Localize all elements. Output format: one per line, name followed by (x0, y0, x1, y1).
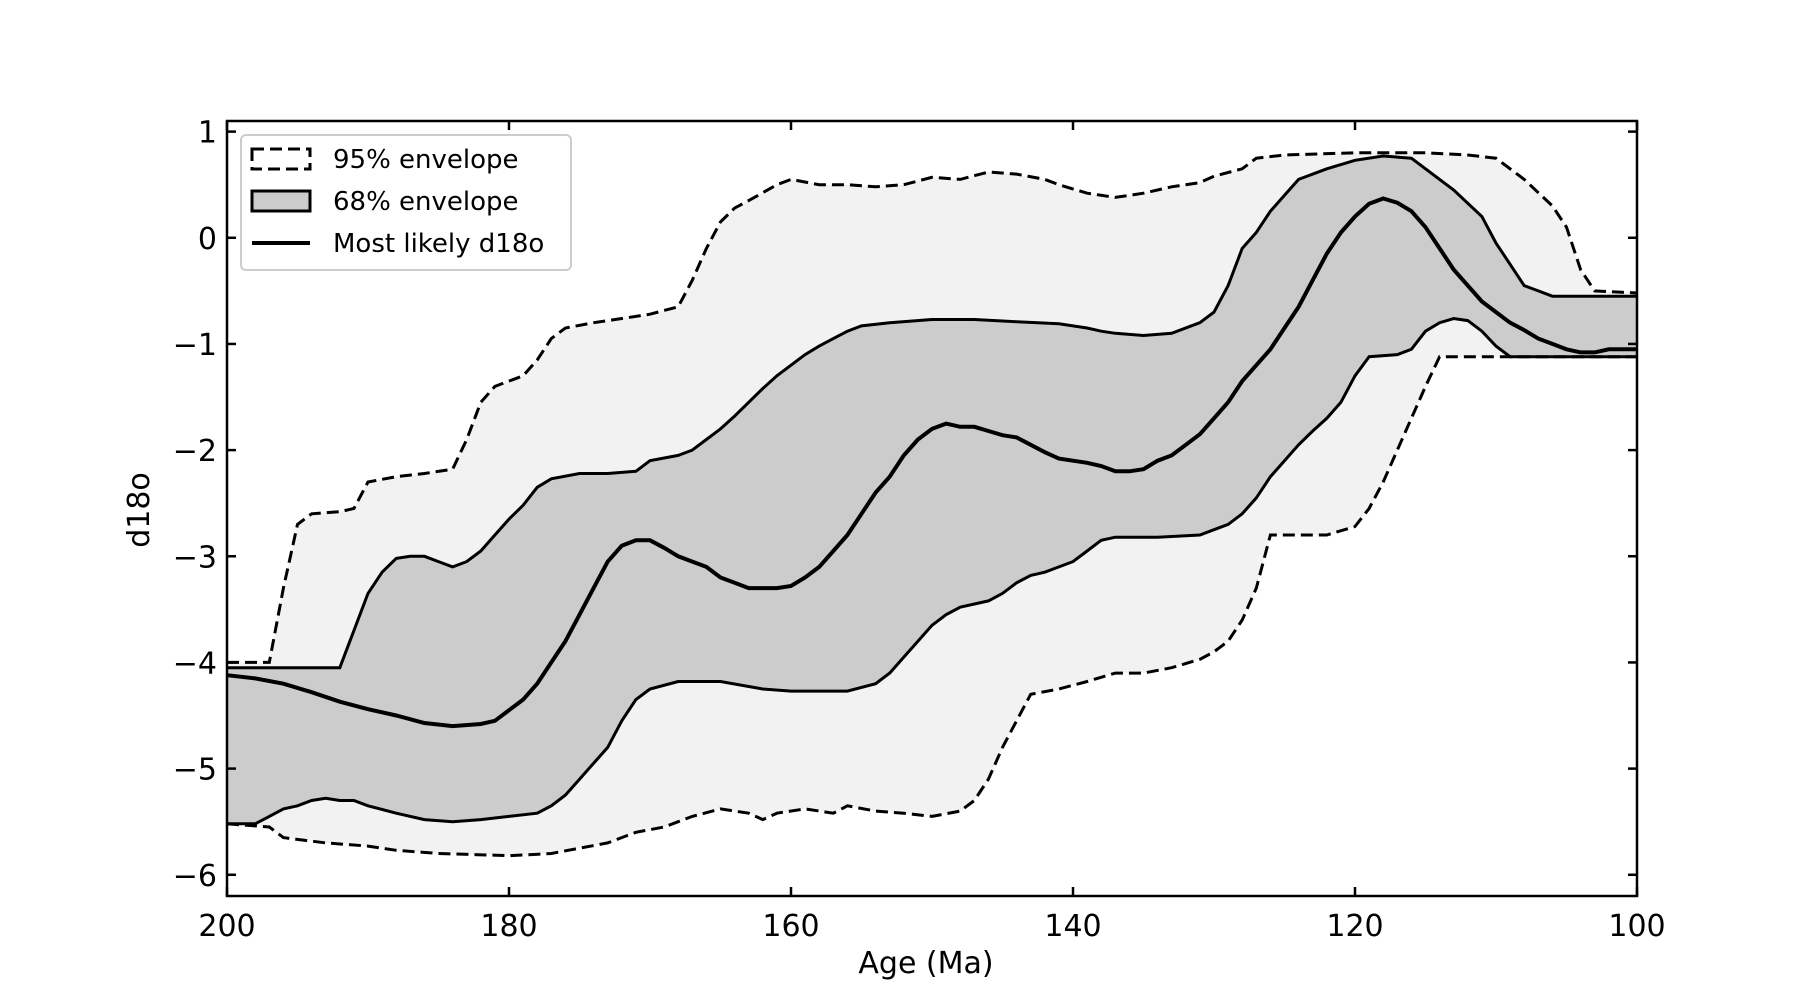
legend-swatch-68 (250, 189, 312, 213)
y-tick-label-0: 0 (198, 222, 217, 257)
p68-upper-line (227, 154, 1637, 670)
plot-layer (226, 151, 1638, 858)
y-tick-label--5: −5 (173, 753, 217, 788)
y-tick-label--4: −4 (173, 646, 217, 681)
x-tick-label-180: 180 (480, 909, 537, 944)
y-tick-label--1: −1 (173, 328, 217, 363)
legend-label-p68: 68% envelope (333, 187, 519, 217)
y-tick-label--6: −6 (173, 859, 217, 894)
y-tick-label--2: −2 (173, 434, 217, 469)
plot-frame (225, 119, 1639, 898)
x-tick-label-160: 160 (762, 909, 819, 944)
p95-lower-line (226, 355, 1637, 858)
y-tick-label-1: 1 (198, 116, 217, 151)
band-68-fill (227, 156, 1637, 824)
y-axis-title: d18o (122, 472, 157, 548)
y-tick-label--3: −3 (173, 540, 217, 575)
x-axis-title: Age (Ma) (858, 946, 993, 981)
axes-layer: 200 180 160 140 120 100 1 0 −1 −2 −3 −4 −5 −6 (173, 116, 1666, 944)
legend-swatch-95 (250, 147, 312, 171)
legend: 95% envelope 68% envelope Most likely d18o (240, 134, 572, 271)
p68-lower-line (227, 316, 1637, 826)
legend-label-p95: 95% envelope (333, 145, 519, 175)
legend-box (240, 134, 572, 271)
x-tick-label-200: 200 (198, 909, 255, 944)
x-tick-label-140: 140 (1044, 909, 1101, 944)
p95-upper-line (227, 151, 1638, 664)
x-tick-label-100: 100 (1608, 909, 1665, 944)
legend-label-most_likely: Most likely d18o (333, 229, 544, 259)
x-tick-label-120: 120 (1326, 909, 1383, 944)
most-likely-line (226, 196, 1637, 729)
